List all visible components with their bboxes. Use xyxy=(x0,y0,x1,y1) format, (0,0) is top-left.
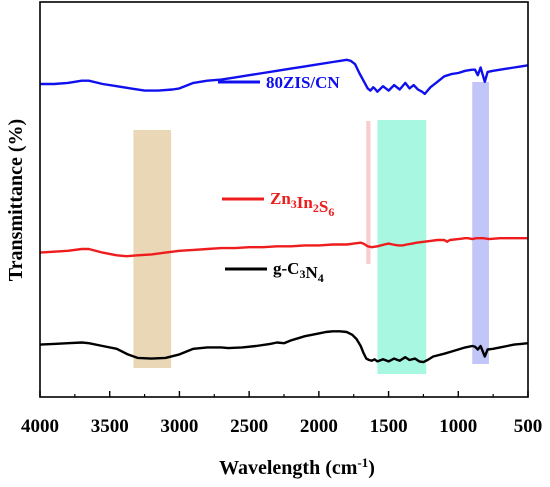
y-axis-label: Transmittance (%) xyxy=(5,119,27,281)
x-tick-label: 3000 xyxy=(160,416,198,437)
x-tick-label: 500 xyxy=(514,416,543,437)
series-line-3 xyxy=(39,330,529,364)
x-tick-label: 2500 xyxy=(230,416,268,437)
x-axis-ticks: 4000 3500 3000 2500 2000 1500 1000 500 xyxy=(21,391,542,437)
series-line-1 xyxy=(40,58,529,96)
band-3 xyxy=(377,120,427,374)
legend: 80ZIS/CN Zn3In2S6 g-C3N4 xyxy=(218,73,340,285)
band-2 xyxy=(366,121,371,264)
x-axis-label: Wavelength (cm-1) xyxy=(219,455,375,479)
x-tick-label: 3500 xyxy=(91,416,129,437)
band-1 xyxy=(133,130,172,368)
x-tick-label: 2000 xyxy=(300,416,338,437)
series-lines xyxy=(39,58,529,364)
highlight-bands xyxy=(133,82,489,374)
legend-label: 80ZIS/CN xyxy=(266,73,340,92)
band-4 xyxy=(472,82,489,364)
legend-label: g-C3N4 xyxy=(273,259,324,285)
x-tick-label: 1000 xyxy=(439,416,477,437)
x-tick-label: 4000 xyxy=(21,416,59,437)
legend-label: Zn3In2S6 xyxy=(270,189,334,219)
series-line-2 xyxy=(39,237,528,258)
x-tick-label: 1500 xyxy=(370,416,408,437)
